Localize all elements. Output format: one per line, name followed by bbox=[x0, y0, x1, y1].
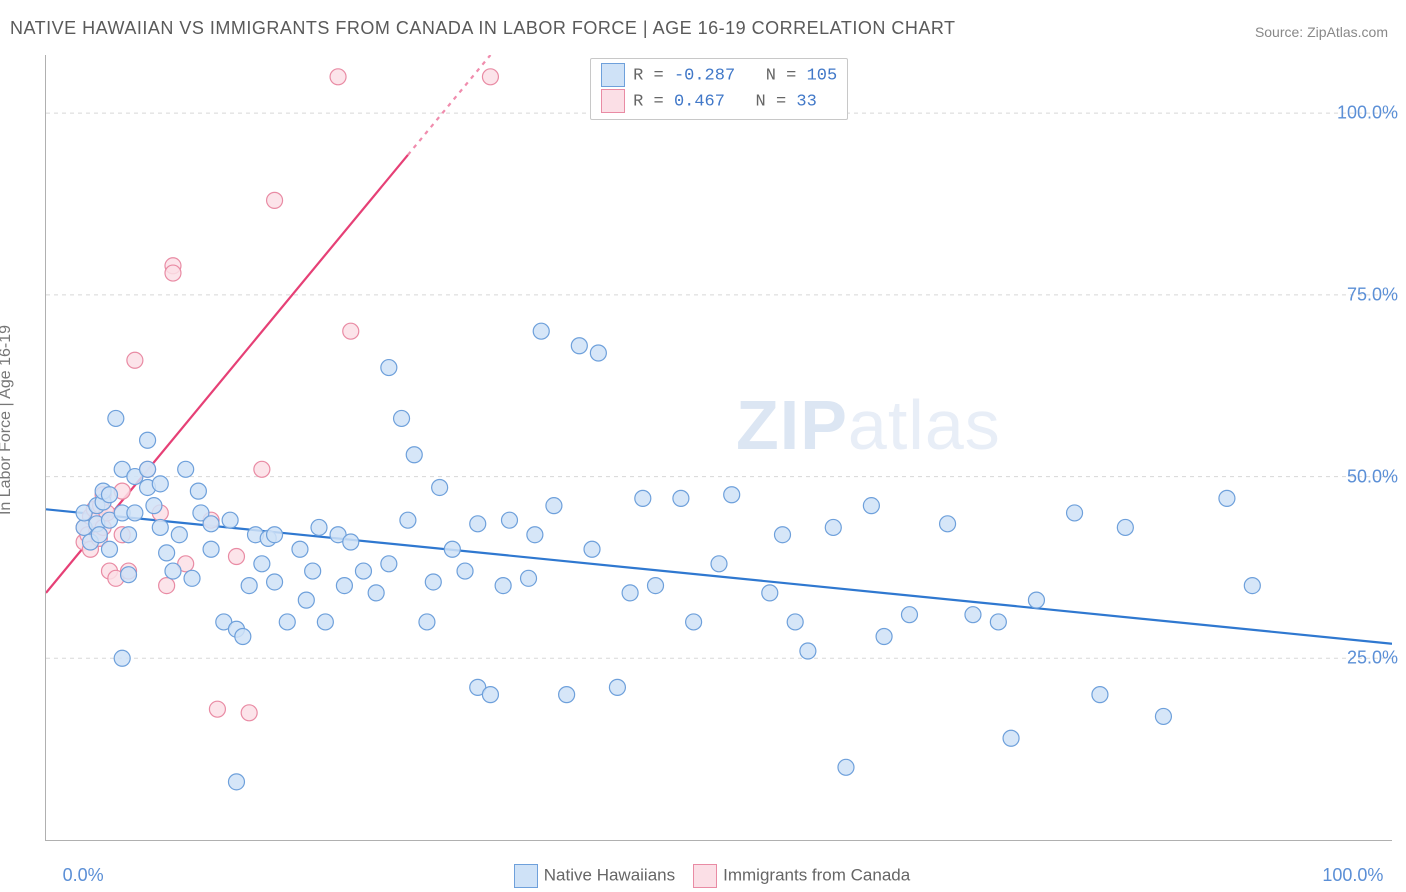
source-attribution: Source: ZipAtlas.com bbox=[1255, 24, 1388, 40]
legend-row: R = -0.287 N = 105 bbox=[601, 63, 837, 89]
r-value: -0.287 bbox=[674, 66, 735, 85]
y-tick-label: 100.0% bbox=[1337, 103, 1398, 124]
legend-row: R = 0.467 N = 33 bbox=[601, 89, 837, 115]
n-value: 33 bbox=[796, 92, 816, 111]
y-tick-label: 50.0% bbox=[1347, 466, 1398, 487]
legend-swatch bbox=[601, 89, 625, 113]
chart-title: NATIVE HAWAIIAN VS IMMIGRANTS FROM CANAD… bbox=[10, 18, 956, 39]
legend-label: Native Hawaiians bbox=[544, 865, 675, 884]
legend-swatch bbox=[693, 864, 717, 888]
legend-swatch bbox=[514, 864, 538, 888]
legend-swatch bbox=[601, 63, 625, 87]
correlation-legend: R = -0.287 N = 105R = 0.467 N = 33 bbox=[590, 58, 848, 120]
n-value: 105 bbox=[807, 66, 838, 85]
scatter-svg bbox=[46, 55, 1392, 840]
y-tick-label: 75.0% bbox=[1347, 284, 1398, 305]
legend-label: Immigrants from Canada bbox=[723, 865, 910, 884]
plot-area: ZIPatlas bbox=[45, 55, 1392, 841]
r-value: 0.467 bbox=[674, 92, 725, 111]
y-axis-label: In Labor Force | Age 16-19 bbox=[0, 325, 15, 515]
y-tick-label: 25.0% bbox=[1347, 648, 1398, 669]
series-legend: Native Hawaiians Immigrants from Canada bbox=[0, 864, 1406, 888]
